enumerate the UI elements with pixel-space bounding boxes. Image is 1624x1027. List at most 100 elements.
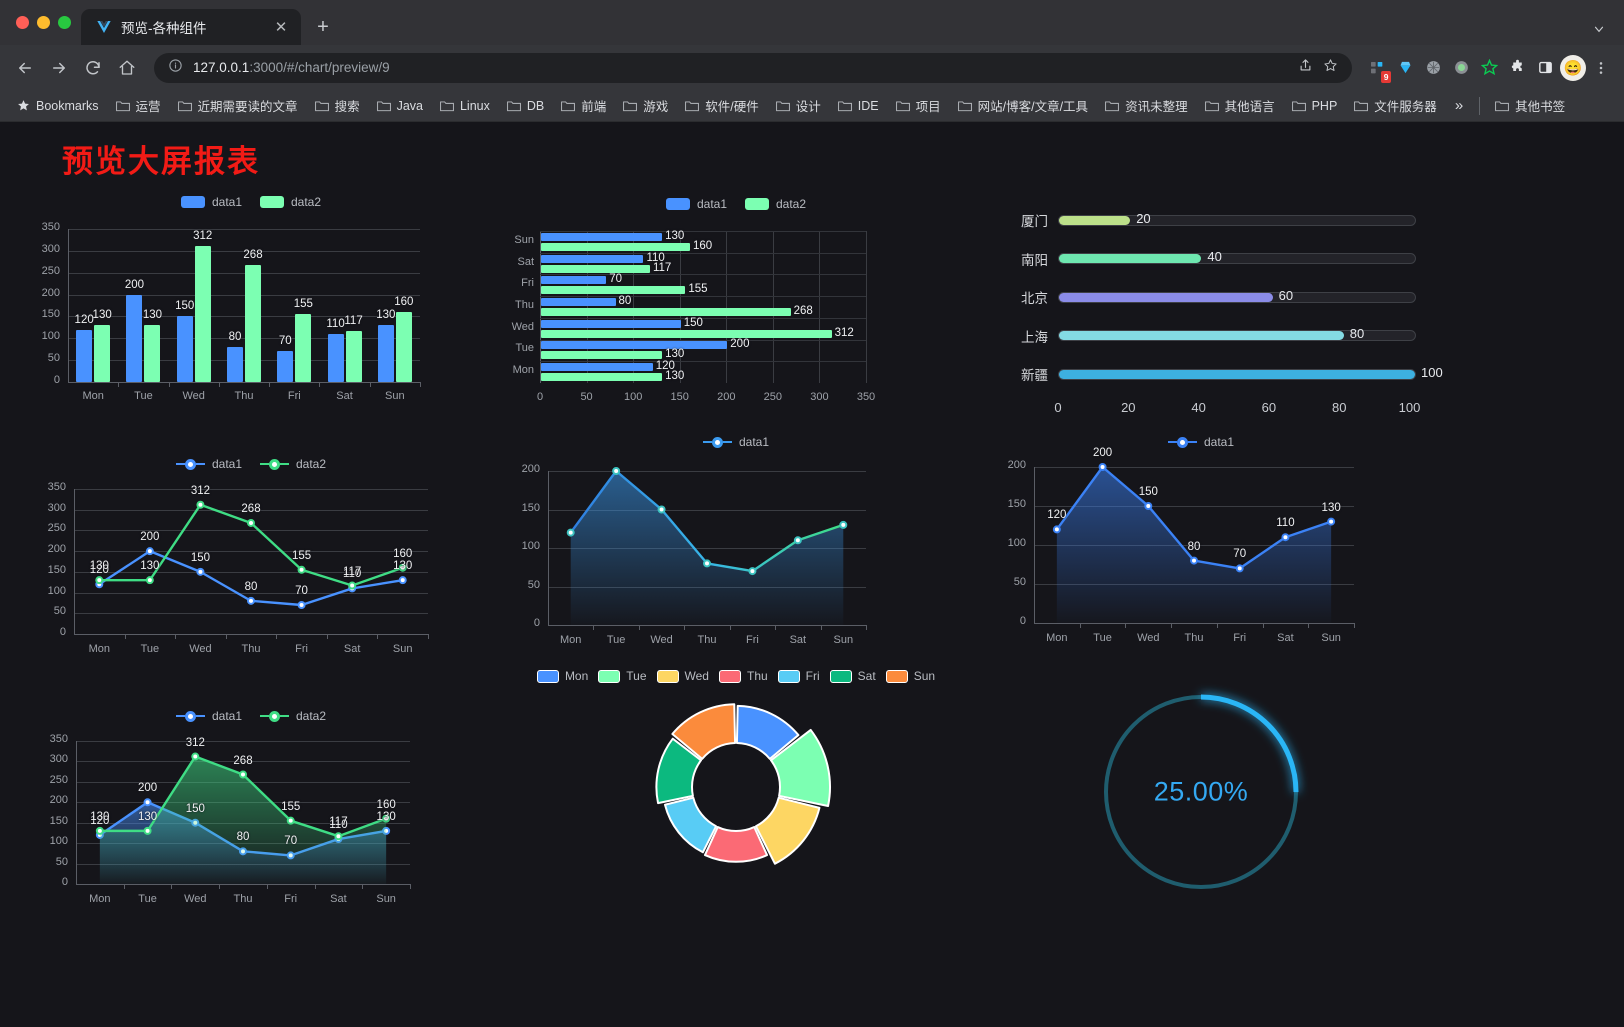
bar[interactable] (277, 351, 294, 382)
bar[interactable] (541, 254, 644, 263)
legend-item-data1[interactable]: data1 (175, 709, 242, 723)
legend-item-data1[interactable]: data1 (175, 457, 242, 471)
bookmark-folder[interactable]: PHP (1285, 96, 1345, 116)
legend-item-sun[interactable]: Sun (885, 669, 935, 683)
progress-bar-label: 北京 (1021, 291, 1048, 307)
progress-bar-track[interactable]: 20 (1058, 211, 1416, 226)
diamond-icon[interactable] (1392, 55, 1418, 81)
browser-tab[interactable]: 预览-各种组件 ✕ (81, 9, 301, 45)
progress-bar-row[interactable]: 北京 60 (1000, 278, 1416, 317)
bookmark-folder[interactable]: 文件服务器 (1347, 93, 1444, 118)
bar[interactable] (377, 325, 394, 382)
bar[interactable] (541, 286, 686, 295)
legend-item-data1[interactable]: data1 (702, 435, 769, 449)
bar[interactable] (541, 232, 663, 241)
green-star-icon[interactable] (1476, 55, 1502, 81)
bar[interactable] (541, 329, 832, 338)
progress-bar-row[interactable]: 新疆 100 (1000, 355, 1443, 394)
legend-item-data1[interactable]: data1 (1167, 435, 1234, 449)
bar[interactable] (76, 329, 93, 382)
close-tab-button[interactable]: ✕ (274, 19, 288, 36)
bar[interactable] (345, 330, 362, 382)
share-icon[interactable] (1298, 58, 1313, 78)
emoji-avatar-icon[interactable]: 😄 (1560, 54, 1586, 81)
home-icon[interactable] (112, 53, 142, 83)
star-outline-icon[interactable] (1323, 58, 1338, 78)
legend-item-data2[interactable]: data2 (260, 195, 321, 209)
puzzle-piece-icon[interactable] (1504, 55, 1530, 81)
legend-item-data1[interactable]: data1 (665, 197, 727, 211)
bar[interactable] (541, 298, 616, 306)
wheel-icon[interactable] (1420, 55, 1446, 81)
legend-item-wed[interactable]: Wed (656, 669, 709, 683)
three-dot-menu-icon[interactable] (1588, 55, 1614, 81)
progress-bar-track[interactable]: 100 (1058, 365, 1443, 380)
legend-item-data1[interactable]: data1 (180, 195, 242, 209)
bookmark-folder[interactable]: 其他语言 (1198, 93, 1282, 118)
bar[interactable] (541, 308, 791, 316)
bar[interactable] (227, 347, 243, 382)
bookmark-folder[interactable]: DB (500, 96, 551, 116)
bar[interactable] (541, 341, 728, 350)
legend-item-mon[interactable]: Mon (536, 669, 588, 683)
bookmarks-root[interactable]: Bookmarks (10, 96, 106, 116)
bar[interactable] (94, 325, 111, 382)
maximize-window-button[interactable] (58, 16, 71, 29)
reload-icon[interactable] (78, 53, 108, 83)
progress-bar-track[interactable]: 60 (1058, 288, 1416, 303)
bar[interactable] (176, 316, 193, 382)
bar[interactable] (541, 242, 691, 251)
bar[interactable] (541, 276, 607, 285)
progress-bar-track[interactable]: 40 (1058, 249, 1416, 265)
bookmark-folder[interactable]: Java (370, 96, 430, 116)
sidepanel-icon[interactable] (1532, 55, 1558, 81)
bar[interactable] (126, 294, 143, 382)
bar[interactable] (541, 363, 653, 372)
progress-bar-track[interactable]: 80 (1058, 326, 1416, 342)
bookmark-folder[interactable]: 软件/硬件 (678, 93, 765, 118)
bookmark-folder[interactable]: 资讯未整理 (1098, 93, 1195, 118)
legend-item-data2[interactable]: data2 (260, 709, 326, 723)
info-circle-icon[interactable] (168, 58, 183, 78)
bookmark-folder[interactable]: 运营 (109, 93, 168, 118)
extensions-puzzle-grid-icon[interactable]: 9 (1364, 55, 1391, 83)
green-circle-icon[interactable] (1448, 55, 1474, 81)
legend-item-fri[interactable]: Fri (777, 669, 820, 683)
bookmark-folder[interactable]: 网站/博客/文章/工具 (951, 93, 1095, 118)
bookmark-folder[interactable]: 项目 (889, 93, 948, 118)
progress-bar-row[interactable]: 上海 80 (1000, 317, 1416, 356)
bookmark-folder[interactable]: 设计 (769, 93, 828, 118)
bookmark-folder[interactable]: IDE (831, 96, 886, 116)
bookmark-folder[interactable]: Linux (433, 96, 497, 116)
bookmark-folder[interactable]: 游戏 (616, 93, 675, 118)
legend-item-sat[interactable]: Sat (829, 669, 876, 683)
legend-item-tue[interactable]: Tue (598, 669, 647, 683)
legend-item-data2[interactable]: data2 (745, 197, 806, 211)
other-bookmarks-folder[interactable]: 其他书签 (1488, 93, 1572, 118)
bar[interactable] (194, 245, 211, 382)
bookmark-folder[interactable]: 近期需要读的文章 (171, 93, 305, 118)
bar[interactable] (395, 312, 412, 382)
legend-item-data2[interactable]: data2 (260, 457, 326, 471)
address-bar[interactable]: 127.0.0.1:3000/#/chart/preview/9 (154, 52, 1352, 83)
legend-item-thu[interactable]: Thu (718, 669, 768, 683)
minimize-window-button[interactable] (37, 16, 50, 29)
new-tab-button[interactable]: + (317, 15, 329, 38)
bar[interactable] (541, 264, 650, 273)
bookmark-folder[interactable]: 搜索 (308, 93, 367, 118)
progress-bar-row[interactable]: 厦门 20 (1000, 201, 1416, 240)
close-window-button[interactable] (16, 16, 29, 29)
back-arrow-icon[interactable] (10, 53, 40, 83)
bar[interactable] (295, 314, 312, 382)
chevron-down-icon[interactable] (1592, 22, 1606, 36)
progress-bar-row[interactable]: 南阳 40 (1000, 240, 1416, 279)
bookmarks-overflow-button[interactable]: » (1454, 97, 1464, 114)
bar[interactable] (541, 351, 663, 360)
bar[interactable] (327, 333, 344, 382)
bookmark-folder[interactable]: 前端 (554, 93, 613, 118)
forward-arrow-icon[interactable] (44, 53, 74, 83)
bar[interactable] (245, 264, 261, 382)
bar[interactable] (541, 319, 681, 328)
bar[interactable] (144, 325, 161, 382)
bar[interactable] (541, 373, 663, 382)
